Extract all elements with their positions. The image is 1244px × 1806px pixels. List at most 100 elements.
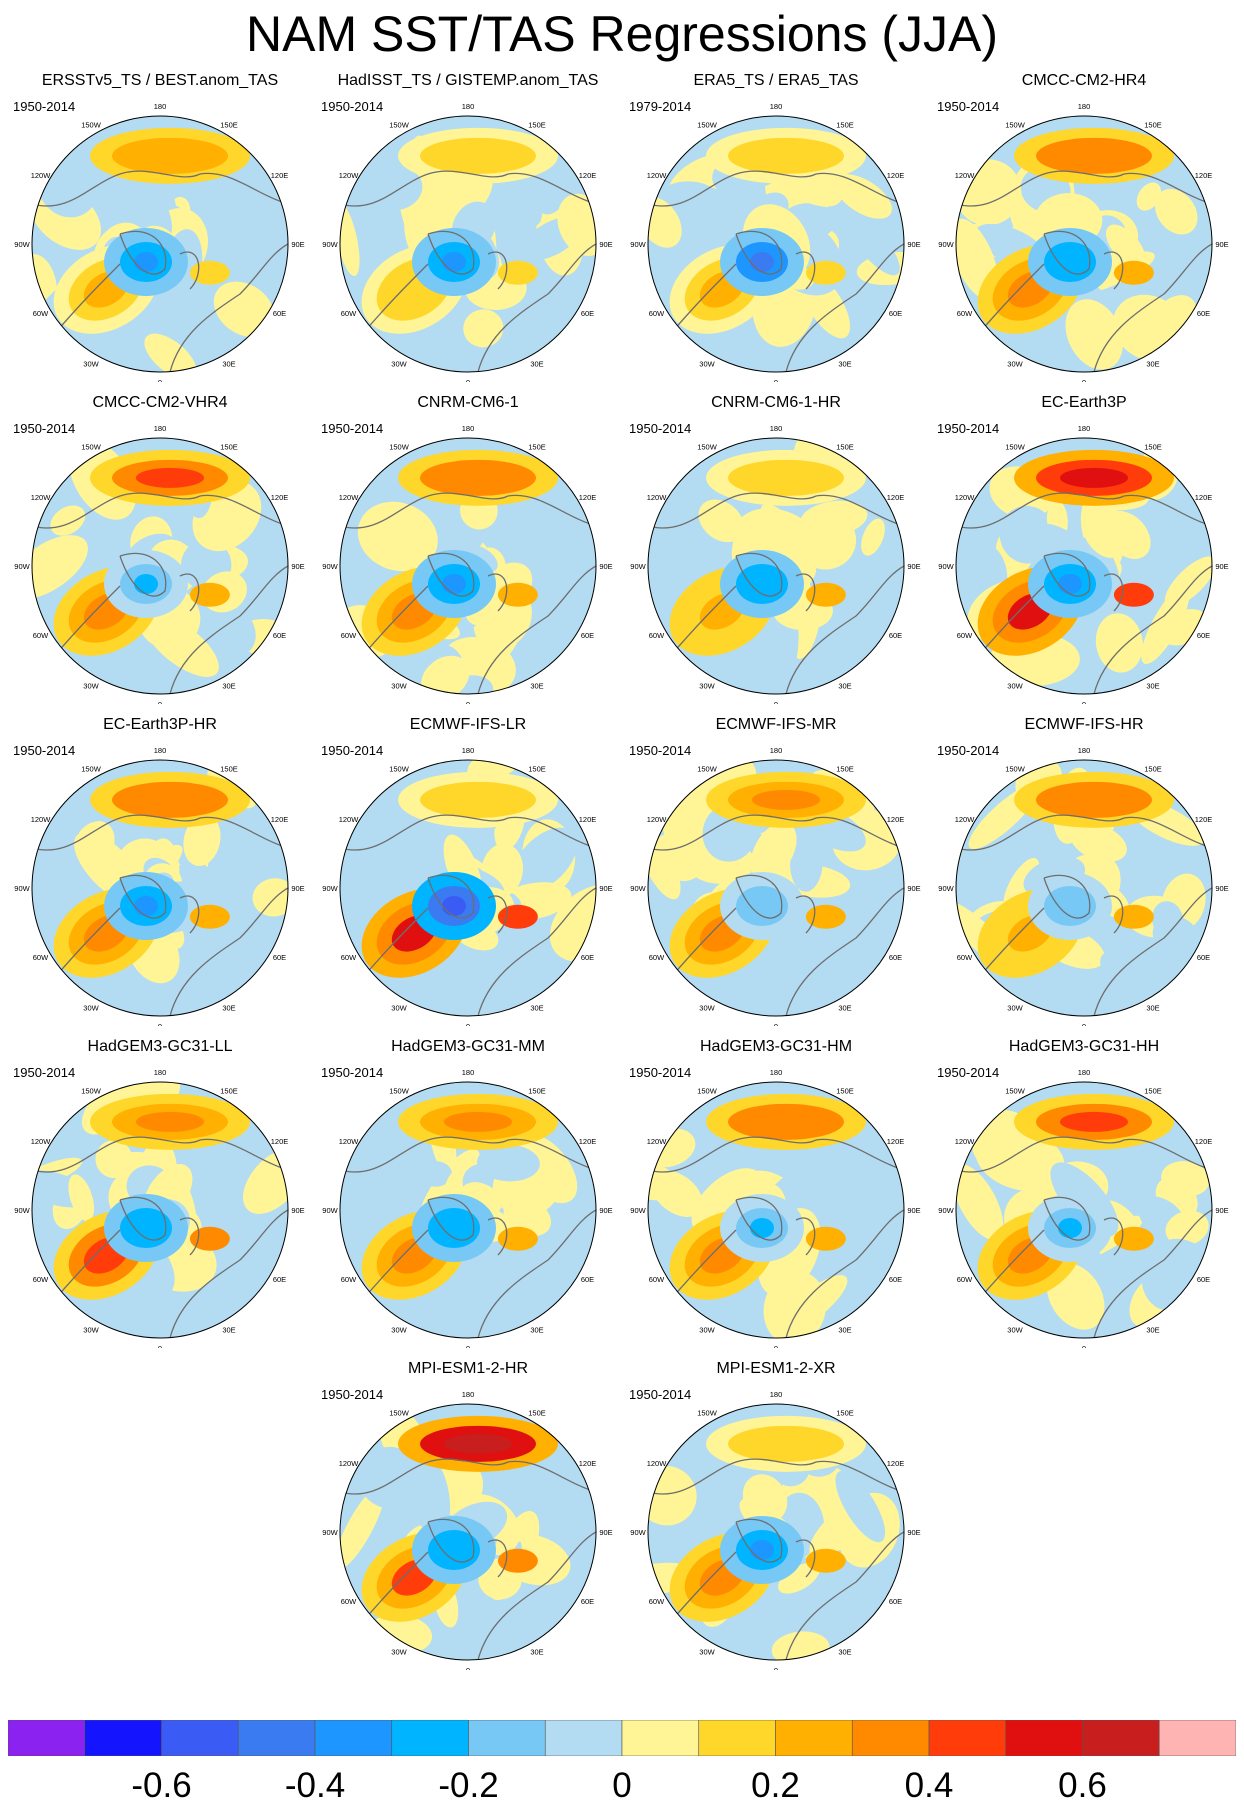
coastline	[32, 1136, 201, 1173]
longitude-label: 180	[462, 746, 475, 755]
longitude-label: 180	[770, 424, 783, 433]
longitude-label: 120W	[31, 815, 52, 824]
longitude-label: 90E	[907, 884, 920, 893]
arctic-anomaly	[1058, 1218, 1082, 1238]
longitude-label: 120W	[339, 1459, 360, 1468]
map-panel: 180 150E 120E 90E 60E 30E 0 30W 60W 90W 120W 150W EC…	[934, 394, 1234, 704]
longitude-label: 150W	[697, 764, 718, 773]
longitude-label: 150E	[528, 1086, 546, 1095]
longitude-label: 120E	[1195, 171, 1213, 180]
field-patch	[252, 878, 288, 917]
longitude-label: 150W	[1005, 1086, 1026, 1095]
arctic-anomaly	[1058, 252, 1082, 272]
longitude-label: 180	[770, 1390, 783, 1399]
panel-title: HadGEM3-GC31-HM	[699, 1038, 853, 1055]
longitude-label: 120E	[271, 1137, 289, 1146]
longitude-label: 90E	[1215, 562, 1228, 571]
longitude-label: 120W	[31, 1137, 52, 1146]
field-patch	[143, 613, 219, 677]
panel-period: 1950-2014	[321, 1387, 384, 1402]
panel-period: 1950-2014	[321, 99, 384, 114]
map-boundary	[339, 437, 597, 695]
eurasia-anomaly	[497, 904, 538, 929]
map-panel: 180 150E 120E 90E 60E 30E 0 30W 60W 90W 120W 150W Ha…	[318, 1038, 618, 1348]
longitude-label: 150E	[528, 1408, 546, 1417]
map-boundary	[955, 437, 1213, 695]
longitude-label: 30W	[699, 682, 715, 691]
longitude-label: 90E	[1215, 240, 1228, 249]
colorbar-segment	[161, 1720, 239, 1756]
pacific-anomaly	[136, 789, 204, 810]
panel-period: 1950-2014	[13, 421, 76, 436]
panel-period: 1950-2014	[629, 1387, 692, 1402]
longitude-label: 60E	[581, 1597, 594, 1606]
longitude-label: 120E	[887, 1137, 905, 1146]
longitude-label: 120E	[887, 815, 905, 824]
panel-title: ECMWF-IFS-MR	[715, 716, 837, 733]
longitude-label: 60E	[889, 953, 902, 962]
longitude-label: 0	[466, 378, 470, 382]
panel-period: 1950-2014	[629, 421, 692, 436]
map-boundary	[31, 1081, 289, 1339]
coastline	[427, 1518, 475, 1563]
longitude-label: 60E	[273, 631, 286, 640]
arctic-anomaly	[134, 252, 158, 272]
longitude-label: 150W	[389, 1086, 410, 1095]
longitude-label: 120E	[579, 171, 597, 180]
colorbar-tick-label: -0.6	[131, 1766, 192, 1805]
panel-title: CMCC-CM2-VHR4	[92, 394, 228, 411]
field-patch	[800, 500, 868, 536]
polar-map: 180 150E 120E 90E 60E 30E 0 30W 60W 90W 120W 150W	[938, 424, 1228, 704]
panel-period: 1950-2014	[629, 1065, 692, 1080]
longitude-label: 150E	[1144, 442, 1162, 451]
arctic-anomaly	[442, 896, 466, 916]
longitude-label: 30E	[530, 682, 543, 691]
polar-map: 180 150E 120E 90E 60E 30E 0 30W 60W 90W 120W 150W	[938, 746, 1228, 1026]
longitude-label: 90W	[322, 562, 338, 571]
field-patch	[1081, 504, 1127, 558]
longitude-label: 150W	[1005, 764, 1026, 773]
field-patch	[1136, 182, 1162, 211]
longitude-label: 120W	[339, 171, 360, 180]
polar-map: 180 150E 120E 90E 60E 30E 0 30W 60W 90W 120W 150W	[938, 1068, 1228, 1348]
longitude-label: 90W	[322, 1206, 338, 1215]
longitude-label: 120W	[339, 815, 360, 824]
polar-map: 180 150E 120E 90E 60E 30E 0 30W 60W 90W 120W 150W	[14, 424, 304, 704]
longitude-label: 30W	[83, 360, 99, 369]
longitude-label: 150E	[836, 764, 854, 773]
longitude-label: 120E	[579, 1137, 597, 1146]
longitude-label: 180	[1078, 424, 1091, 433]
arctic-anomaly	[750, 574, 774, 594]
eurasia-anomaly	[805, 1548, 846, 1573]
longitude-label: 180	[1078, 102, 1091, 111]
longitude-label: 120W	[647, 1459, 668, 1468]
longitude-label: 60W	[957, 631, 973, 640]
colorbar	[8, 1720, 1236, 1756]
coastline	[199, 172, 288, 205]
longitude-label: 90W	[14, 562, 30, 571]
longitude-label: 150E	[220, 1086, 238, 1095]
pacific-anomaly	[444, 1111, 512, 1132]
map-boundary	[955, 115, 1213, 373]
panel-title: ERSSTv5_TS / BEST.anom_TAS	[41, 72, 279, 89]
longitude-label: 30E	[1146, 1326, 1159, 1335]
colorbar-segment	[1158, 1720, 1236, 1756]
longitude-label: 60E	[1197, 953, 1210, 962]
pacific-anomaly	[752, 1111, 820, 1132]
polar-map: 180 150E 120E 90E 60E 30E 0 30W 60W 90W 120W 150W	[322, 1068, 612, 1348]
panel-title: HadGEM3-GC31-MM	[391, 1038, 545, 1055]
panel-period: 1950-2014	[321, 743, 384, 758]
colorbar-segment	[8, 1720, 86, 1756]
coastline	[199, 816, 288, 849]
field-patch	[183, 814, 221, 866]
pacific-anomaly	[444, 145, 512, 166]
eurasia-anomaly	[1113, 582, 1154, 607]
longitude-label: 0	[466, 700, 470, 704]
longitude-label: 90W	[630, 884, 646, 893]
longitude-label: 30E	[222, 360, 235, 369]
coastline	[487, 251, 508, 290]
longitude-label: 90E	[599, 562, 612, 571]
longitude-label: 0	[466, 1666, 470, 1670]
map-boundary	[31, 115, 289, 373]
longitude-label: 30W	[699, 1648, 715, 1657]
